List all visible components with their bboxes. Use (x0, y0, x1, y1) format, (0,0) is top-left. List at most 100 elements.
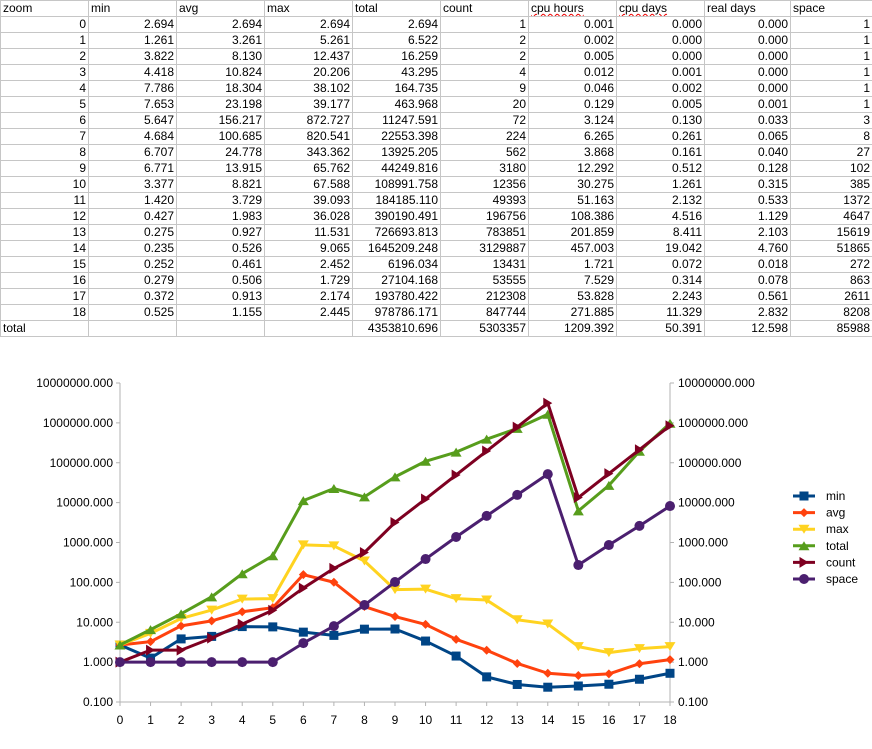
cell[interactable]: 16 (0, 272, 89, 289)
cell[interactable]: 0.314 (616, 272, 705, 289)
cell[interactable]: 0.279 (88, 272, 177, 289)
column-header-cpu-days[interactable]: cpu days (616, 0, 705, 17)
cell[interactable]: 1.155 (176, 304, 265, 321)
cell[interactable]: 0.000 (704, 48, 791, 65)
cell[interactable]: 3180 (440, 160, 529, 177)
cell[interactable]: 0.001 (616, 64, 705, 81)
cell[interactable]: 14 (0, 240, 89, 257)
cell[interactable]: 49393 (440, 192, 529, 209)
cell[interactable]: 4.516 (616, 208, 705, 225)
cell[interactable]: 1372 (790, 192, 872, 209)
cell[interactable]: 5303357 (440, 320, 529, 337)
cell[interactable]: 11247.591 (352, 112, 441, 129)
cell[interactable]: 4 (0, 80, 89, 97)
cell[interactable]: 0 (0, 16, 89, 33)
cell[interactable]: 2.832 (704, 304, 791, 321)
cell[interactable]: 108.386 (528, 208, 617, 225)
cell[interactable]: 1 (790, 96, 872, 113)
cell[interactable]: 0.002 (528, 32, 617, 49)
cell[interactable]: 0.927 (176, 224, 265, 241)
cell[interactable]: 19.042 (616, 240, 705, 257)
cell[interactable]: 6.707 (88, 144, 177, 161)
column-header-real-days[interactable]: real days (704, 0, 791, 17)
column-header-space[interactable]: space (790, 0, 872, 17)
cell[interactable]: 1209.392 (528, 320, 617, 337)
cell[interactable]: 12.292 (528, 160, 617, 177)
cell[interactable]: 0.561 (704, 288, 791, 305)
cell[interactable]: 4 (440, 64, 529, 81)
cell[interactable] (88, 320, 177, 337)
cell[interactable] (264, 320, 353, 337)
cell[interactable]: 0.002 (616, 80, 705, 97)
cell[interactable]: 2 (0, 48, 89, 65)
cell[interactable]: 12.598 (704, 320, 791, 337)
cell[interactable]: 847744 (440, 304, 529, 321)
cell[interactable]: 2.694 (264, 16, 353, 33)
cell[interactable]: 1.729 (264, 272, 353, 289)
cell[interactable]: 102 (790, 160, 872, 177)
cell[interactable]: 0.046 (528, 80, 617, 97)
cell[interactable]: 201.859 (528, 224, 617, 241)
cell[interactable]: 4647 (790, 208, 872, 225)
cell[interactable]: 0.235 (88, 240, 177, 257)
cell[interactable]: 3 (0, 64, 89, 81)
cell[interactable]: 3.261 (176, 32, 265, 49)
cell[interactable]: 4.760 (704, 240, 791, 257)
cell[interactable]: 0.427 (88, 208, 177, 225)
cell[interactable]: 4353810.696 (352, 320, 441, 337)
cell[interactable]: 1 (790, 32, 872, 49)
cell[interactable]: 1.129 (704, 208, 791, 225)
cell[interactable]: 20.206 (264, 64, 353, 81)
cell[interactable]: 0.000 (704, 16, 791, 33)
cell[interactable]: 1.983 (176, 208, 265, 225)
cell[interactable]: 108991.758 (352, 176, 441, 193)
cell[interactable]: 27104.168 (352, 272, 441, 289)
cell[interactable]: 67.588 (264, 176, 353, 193)
cell[interactable]: 2.445 (264, 304, 353, 321)
cell[interactable]: 5.647 (88, 112, 177, 129)
cell[interactable]: 15619 (790, 224, 872, 241)
cell[interactable]: 3.868 (528, 144, 617, 161)
cell[interactable]: 1.261 (88, 32, 177, 49)
cell[interactable]: 196756 (440, 208, 529, 225)
cell[interactable]: 2.174 (264, 288, 353, 305)
cell[interactable]: 2.132 (616, 192, 705, 209)
cell[interactable]: 11 (0, 192, 89, 209)
cell[interactable]: 11.329 (616, 304, 705, 321)
cell[interactable]: 463.968 (352, 96, 441, 113)
cell[interactable]: 3.377 (88, 176, 177, 193)
cell[interactable]: 5.261 (264, 32, 353, 49)
cell[interactable]: 2.103 (704, 224, 791, 241)
cell[interactable]: 10.824 (176, 64, 265, 81)
cell[interactable]: 2.694 (88, 16, 177, 33)
cell[interactable]: 0.128 (704, 160, 791, 177)
cell[interactable]: 2.694 (176, 16, 265, 33)
cell[interactable]: 0.065 (704, 128, 791, 145)
cell[interactable]: 2611 (790, 288, 872, 305)
cell[interactable]: 9 (440, 80, 529, 97)
cell[interactable]: 156.217 (176, 112, 265, 129)
cell[interactable]: 20 (440, 96, 529, 113)
cell[interactable]: 1.721 (528, 256, 617, 273)
cell[interactable]: 13431 (440, 256, 529, 273)
cell[interactable]: 0.252 (88, 256, 177, 273)
cell[interactable]: 72 (440, 112, 529, 129)
cell[interactable]: 3 (790, 112, 872, 129)
cell[interactable]: 6.265 (528, 128, 617, 145)
cell[interactable]: 193780.422 (352, 288, 441, 305)
column-header-zoom[interactable]: zoom (0, 0, 89, 17)
column-header-total[interactable]: total (352, 0, 441, 17)
cell[interactable]: 1 (790, 80, 872, 97)
cell[interactable]: 11.531 (264, 224, 353, 241)
cell[interactable]: 4.684 (88, 128, 177, 145)
cell[interactable]: 3.822 (88, 48, 177, 65)
cell[interactable]: 8 (0, 144, 89, 161)
cell[interactable]: 53555 (440, 272, 529, 289)
cell[interactable]: 7.653 (88, 96, 177, 113)
cell[interactable]: 18.304 (176, 80, 265, 97)
cell[interactable]: 9 (0, 160, 89, 177)
cell[interactable]: 8 (790, 128, 872, 145)
cell[interactable]: 562 (440, 144, 529, 161)
cell[interactable]: 17 (0, 288, 89, 305)
cell[interactable]: 0.078 (704, 272, 791, 289)
